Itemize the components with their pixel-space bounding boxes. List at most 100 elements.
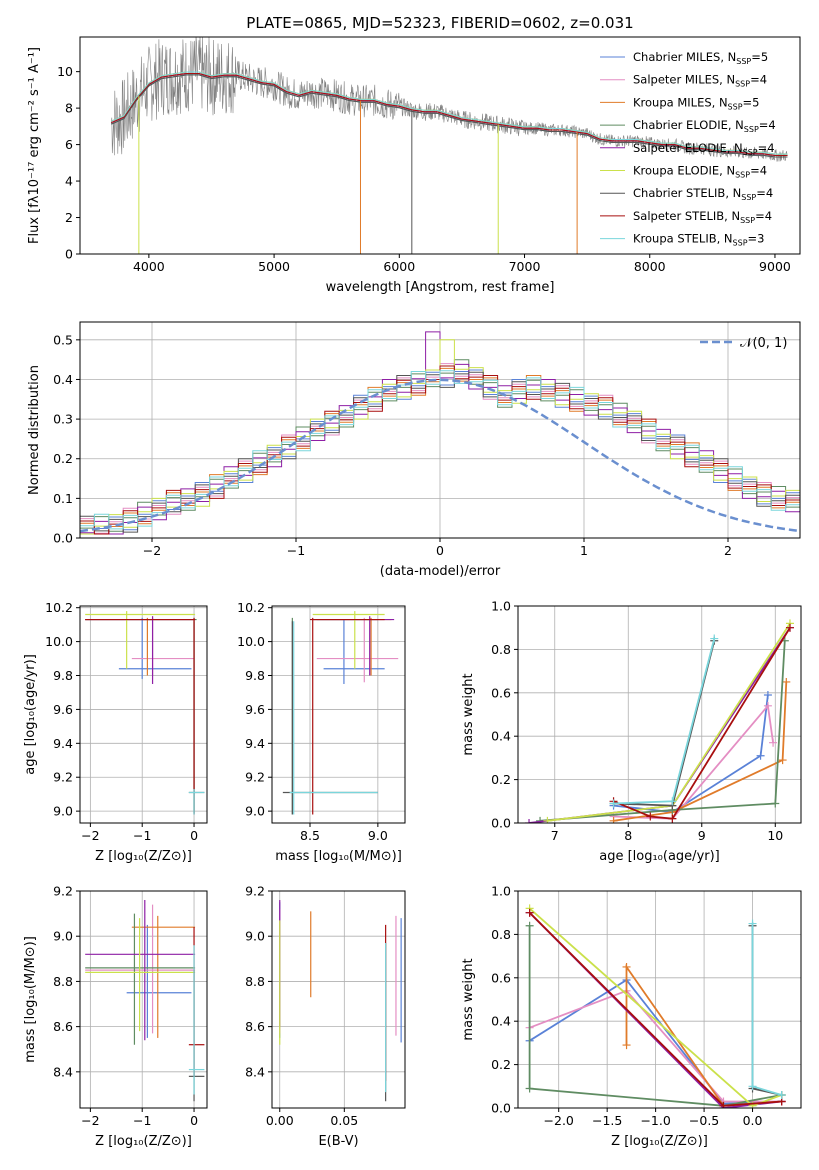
y-axis-label: Flux [fλ10⁻¹⁷ erg cm⁻² s⁻¹ A⁻¹]: [27, 47, 42, 244]
legend-label-name: Kroupa MILES, N: [633, 95, 728, 109]
legend-label-suffix: =4: [750, 73, 767, 87]
x-tick-label: −2: [81, 828, 99, 843]
legend-label-name: Salpeter ELODIE, N: [633, 141, 743, 155]
weight-point: [756, 751, 765, 760]
legend-label: Salpeter MILES, NSSP=4: [633, 73, 767, 89]
x-axis-label: Z [log₁₀(Z/Z⊙)]: [611, 1134, 708, 1149]
y-tick-label: 9.0: [245, 929, 265, 944]
y-tick-label: 10.2: [45, 600, 73, 615]
chart-weight-vs-Z: −2.0 −1.5 −1.0 −0.5 0.0 0.0 0.2 0.4 0.6 0.8 1.0 Z […: [461, 884, 802, 1149]
chart-age-vs-Z: −2 −1 0 9.0 9.2 9.4 9.6 9.8 10.0 10.2 Z [log₁₀(Z/Z…: [23, 600, 208, 864]
y-tick-label: 10.2: [237, 600, 265, 615]
legend-label-suffix: =5: [743, 95, 760, 109]
y-tick-label: 9.8: [245, 668, 265, 683]
weight-point: [668, 814, 677, 823]
histogram-step: [80, 367, 800, 535]
spectrum-model-line: [111, 71, 788, 155]
x-tick-label: −1: [133, 828, 151, 843]
x-tick-label: 9: [698, 828, 706, 843]
chart-residuals: 𝒩(0, 1) −2 −1 0 1 2 0.0 0.1 0.2 0.3 0.4 0.5 (data-mo…: [27, 321, 801, 579]
x-tick-label: 8.5: [300, 828, 320, 843]
x-tick-label: −1.0: [640, 1113, 670, 1128]
y-tick-label: 6: [65, 137, 73, 152]
axes-frame: [79, 605, 208, 824]
legend-label: Kroupa MILES, NSSP=5: [633, 95, 759, 111]
y-tick-label: 2: [65, 210, 73, 225]
x-tick-label: −1.5: [592, 1113, 622, 1128]
plot-area: [279, 900, 402, 1102]
legend-label-name: Chabrier STELIB, N: [633, 186, 741, 200]
y-axis-label: Normed distribution: [27, 365, 42, 495]
weight-point: [769, 738, 778, 747]
axes-frame: [517, 605, 802, 824]
y-tick-label: 9.2: [53, 770, 73, 785]
legend-label-sub: SSP: [743, 148, 758, 157]
y-tick-label: 0.3: [53, 412, 73, 427]
x-axis-label: (data-model)/error: [380, 564, 501, 579]
histogram-step: [80, 365, 800, 535]
legend-label: Kroupa ELODIE, NSSP=4: [633, 164, 767, 180]
weight-point: [785, 623, 794, 632]
weight-point: [609, 816, 618, 823]
weight-point: [719, 1101, 728, 1108]
axes-frame: [271, 890, 406, 1109]
x-axis-label: Z [log₁₀(Z/Z⊙)]: [95, 1134, 192, 1149]
weight-point: [609, 799, 618, 808]
x-tick-label: 0: [190, 1113, 198, 1128]
legend-label: Kroupa STELIB, NSSP=3: [633, 232, 764, 248]
weight-point: [525, 921, 534, 930]
weight-line: [613, 627, 791, 820]
chart-mass-vs-ebv: 0.00 0.05 8.4 8.6 8.8 9.0 9.2 E(B-V): [245, 884, 406, 1149]
y-axis-label: age [log₁₀(age/yr)]: [23, 654, 38, 775]
y-tick-label: 9.2: [245, 884, 265, 899]
plot-area: [80, 331, 800, 535]
y-tick-label: 0.6: [491, 685, 511, 700]
x-axis-label: age [log₁₀(age/yr)]: [599, 849, 720, 864]
legend-label-sub: SSP: [733, 239, 748, 248]
legend-label-name: Kroupa STELIB, N: [633, 232, 733, 246]
legend-label-suffix: =5: [751, 50, 768, 64]
legend-label: 𝒩(0, 1): [740, 336, 787, 351]
weight-line: [613, 681, 788, 822]
y-tick-label: 0: [65, 247, 73, 262]
y-tick-label: 0.0: [53, 531, 73, 546]
axes-frame: [79, 890, 208, 1109]
x-tick-label: 8000: [634, 259, 666, 274]
legend-label-suffix: =4: [756, 186, 773, 200]
weight-point: [748, 919, 757, 928]
y-tick-label: 9.4: [53, 736, 73, 751]
x-tick-label: 0.05: [330, 1113, 358, 1128]
x-tick-label: 5000: [258, 259, 290, 274]
y-axis-label: mass [log₁₀(M/M⊙)]: [23, 936, 38, 1063]
plot-area: [85, 900, 205, 1102]
y-tick-label: 8.6: [53, 1019, 73, 1034]
legend-label-suffix: =4: [750, 164, 767, 178]
legend-label-sub: SSP: [741, 193, 756, 202]
y-tick-label: 0.6: [491, 970, 511, 985]
legend-label-sub: SSP: [744, 125, 759, 134]
weight-point: [646, 812, 655, 821]
x-tick-label: 7000: [509, 259, 541, 274]
y-tick-label: 10.0: [237, 634, 265, 649]
legend-label-suffix: =4: [759, 118, 776, 132]
y-tick-label: 8.4: [53, 1064, 73, 1079]
x-tick-label: −1: [133, 1113, 151, 1128]
legend-label-name: Chabrier ELODIE, N: [633, 118, 744, 132]
histogram-step: [80, 370, 800, 530]
weight-point: [710, 634, 719, 643]
weight-point: [622, 962, 631, 971]
weight-line: [540, 640, 786, 822]
spectrum-model-line: [111, 73, 788, 156]
weight-point: [748, 1082, 757, 1091]
y-tick-label: 9.4: [245, 736, 265, 751]
x-tick-label: −2.0: [544, 1113, 574, 1128]
weight-point: [778, 756, 787, 765]
weight-line: [751, 925, 782, 1096]
x-tick-label: 2: [724, 543, 732, 558]
chart-mass-vs-Z: −2 −1 0 8.4 8.6 8.8 9.0 9.2 Z [log₁₀(Z/Z⊙)] mass …: [23, 884, 208, 1149]
y-tick-label: 0.8: [491, 642, 511, 657]
histogram-step: [80, 369, 800, 535]
y-tick-label: 0.4: [53, 372, 73, 387]
